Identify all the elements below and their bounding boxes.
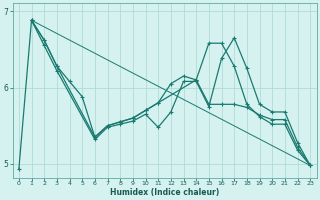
X-axis label: Humidex (Indice chaleur): Humidex (Indice chaleur) [110, 188, 219, 197]
